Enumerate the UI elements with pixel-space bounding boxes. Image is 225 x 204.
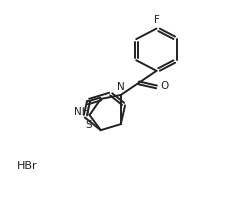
Text: HBr: HBr: [17, 161, 38, 171]
Text: F: F: [153, 14, 159, 24]
Text: NH: NH: [74, 107, 89, 117]
Text: S: S: [85, 120, 91, 130]
Text: N: N: [117, 82, 125, 92]
Text: O: O: [160, 81, 168, 91]
